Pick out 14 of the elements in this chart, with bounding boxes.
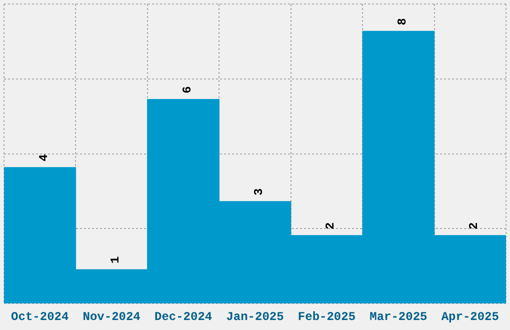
x-tick-label: Jan-2025 xyxy=(226,310,284,324)
data-label: 6 xyxy=(180,86,194,94)
data-label: 2 xyxy=(467,222,482,230)
x-tick-label: Dec-2024 xyxy=(154,310,212,324)
x-tick-label: Oct-2024 xyxy=(11,310,69,324)
x-tick-label: Mar-2025 xyxy=(370,310,428,324)
x-tick-label: Nov-2024 xyxy=(82,310,140,324)
data-label: 4 xyxy=(36,154,51,162)
x-tick-label: Apr-2025 xyxy=(441,310,499,324)
x-tick-label: Feb-2025 xyxy=(298,310,356,324)
data-label: 2 xyxy=(324,222,338,230)
data-label: 8 xyxy=(395,18,410,26)
data-label: 3 xyxy=(252,188,266,196)
data-label: 1 xyxy=(108,256,123,264)
